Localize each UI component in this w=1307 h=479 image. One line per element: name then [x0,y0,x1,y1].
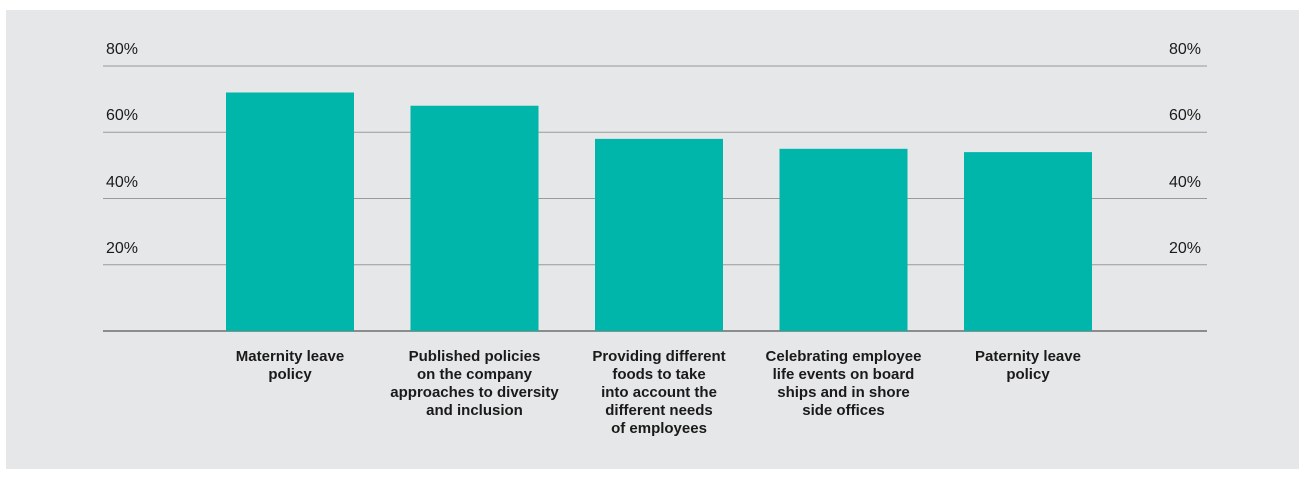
y-tick-label-right: 60% [1169,107,1202,125]
y-tick-label-right: 20% [1169,239,1202,257]
x-category-label-line: policy [268,366,312,383]
x-category-label-line: Providing different [592,348,726,365]
y-tick-label-left: 40% [106,173,139,191]
y-tick-label-left: 60% [106,107,139,125]
x-category-label-line: into account the [601,384,717,401]
x-category-label-line: side offices [802,402,885,419]
x-category-label-line: Maternity leave [235,348,345,365]
y-tick-label-right: 40% [1169,173,1202,191]
x-category-label: Paternity leave policy [943,348,1113,384]
y-tick-label-left: 20% [106,239,139,257]
x-category-label: Providing different foods to take into acc… [574,348,744,438]
x-category-label-line: ships and in shore [777,384,910,401]
bar [964,152,1092,331]
x-category-label: Maternity leave policy [205,348,375,384]
x-category-label-line: Celebrating employee [765,348,922,365]
x-category-label-line: Paternity leave [975,348,1081,365]
bar [226,92,354,331]
x-category-label-line: Published policies [408,348,541,365]
x-category-label-line: approaches to diversity [390,384,559,401]
x-category-label-line: and inclusion [426,402,523,419]
y-tick-label-right: 80% [1169,41,1202,58]
y-tick-label-left: 80% [106,41,139,58]
x-category-label-line: on the company [416,366,532,383]
bar [595,138,723,331]
x-category-label-line: policy [1006,366,1050,383]
bar [779,148,908,331]
x-category-label-line: life events on board [772,366,915,383]
x-category-label: Celebrating employee life events on board… [759,348,929,420]
x-category-label: Published policies on the company approach… [390,348,560,420]
x-category-label-line: of employees [611,420,707,437]
bar [410,105,539,331]
x-category-label-line: different needs [605,402,713,419]
x-category-label-line: foods to take [612,366,706,383]
